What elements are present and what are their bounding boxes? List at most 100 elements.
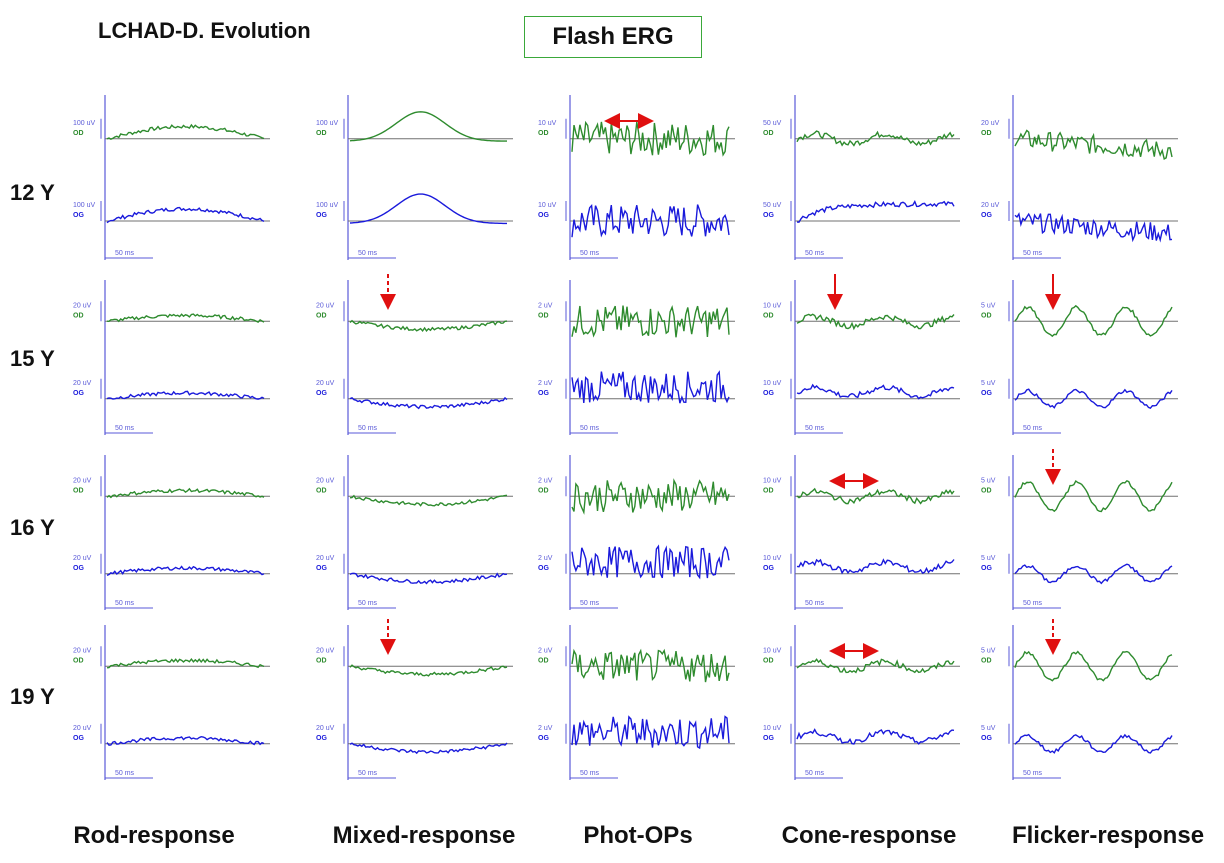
- scale-label-r2c0-og: 20 uV: [73, 555, 92, 562]
- row-label-16y: 16 Y: [10, 515, 55, 540]
- trace-r0c3-og: [796, 199, 955, 223]
- eye-label-r3c4-od: OD: [981, 657, 992, 664]
- scale-label-r3c4-og: 5 uV: [981, 725, 996, 732]
- scale-label-r3c2-og: 2 uV: [538, 725, 553, 732]
- figure-title: Flash ERG: [552, 23, 674, 50]
- trace-r1c4-od: [1014, 304, 1173, 338]
- eye-label-r3c0-od: OD: [73, 657, 84, 664]
- time-label-r1c2: 50 ms: [580, 425, 600, 432]
- trace-r3c1-og: [349, 742, 508, 755]
- time-label-r1c3: 50 ms: [805, 425, 825, 432]
- time-label-r3c4: 50 ms: [1023, 770, 1043, 777]
- trace-r3c3-od: [796, 658, 955, 674]
- trace-r2c3-og: [796, 558, 955, 575]
- scale-label-r1c4-og: 5 uV: [981, 380, 996, 387]
- trace-r0c1-og: [349, 193, 507, 225]
- trace-r1c0-og: [106, 390, 265, 400]
- time-label-r0c3: 50 ms: [805, 250, 825, 257]
- trace-r3c0-og: [106, 735, 265, 746]
- trace-r2c4-og: [1014, 563, 1173, 585]
- row-label-12y: 12 Y: [10, 180, 55, 205]
- scale-label-r3c2-od: 2 uV: [538, 647, 553, 654]
- eye-label-r0c2-od: OD: [538, 130, 549, 137]
- eye-label-r0c0-og: OG: [73, 212, 84, 219]
- time-label-r2c4: 50 ms: [1023, 600, 1043, 607]
- trace-r1c2-od: [571, 305, 730, 338]
- trace-r2c0-od: [106, 487, 265, 499]
- trace-r2c1-og: [349, 572, 508, 585]
- eye-label-r3c1-od: OD: [316, 657, 327, 664]
- trace-r3c2-og: [571, 715, 730, 750]
- scale-label-r2c1-od: 20 uV: [316, 477, 335, 484]
- time-label-r2c0: 50 ms: [115, 600, 135, 607]
- eye-label-r2c3-og: OG: [763, 565, 774, 572]
- time-label-r0c4: 50 ms: [1023, 250, 1043, 257]
- column-label-mixed: Mixed-response: [332, 822, 516, 849]
- figure-subtitle: LCHAD-D. Evolution: [98, 18, 311, 43]
- scale-label-r1c0-od: 20 uV: [73, 302, 92, 309]
- eye-label-r2c3-od: OD: [763, 487, 774, 494]
- trace-r0c2-od: [571, 120, 730, 157]
- eye-label-r1c2-od: OD: [538, 312, 549, 319]
- eye-label-r1c3-og: OG: [763, 390, 774, 397]
- trace-r1c1-od: [349, 319, 508, 333]
- trace-r0c4-od: [1014, 129, 1173, 160]
- scale-label-r1c3-og: 10 uV: [763, 380, 782, 387]
- time-label-r1c1: 50 ms: [358, 425, 378, 432]
- eye-label-r3c4-og: OG: [981, 735, 992, 742]
- eye-label-r3c1-og: OG: [316, 735, 327, 742]
- figure-title-box: Flash ERG: [524, 16, 702, 58]
- eye-label-r1c2-og: OG: [538, 390, 549, 397]
- eye-label-r0c2-og: OG: [538, 212, 549, 219]
- trace-r3c0-od: [106, 657, 265, 669]
- time-label-r0c1: 50 ms: [358, 250, 378, 257]
- scale-label-r3c3-og: 10 uV: [763, 725, 782, 732]
- eye-label-r2c4-og: OG: [981, 565, 992, 572]
- eye-label-r2c0-od: OD: [73, 487, 84, 494]
- column-label-flicker: Flicker-response: [1011, 822, 1205, 849]
- trace-r0c3-od: [796, 130, 955, 147]
- trace-r0c1-od: [349, 111, 507, 142]
- eye-label-r1c0-od: OD: [73, 312, 84, 319]
- scale-label-r0c4-od: 20 uV: [981, 120, 1000, 127]
- trace-r2c2-og: [571, 544, 730, 580]
- trace-r0c4-og: [1014, 212, 1173, 243]
- eye-label-r0c1-od: OD: [316, 130, 327, 137]
- eye-label-r1c1-og: OG: [316, 390, 327, 397]
- trace-r3c4-od: [1014, 650, 1173, 682]
- scale-label-r2c0-od: 20 uV: [73, 477, 92, 484]
- trace-r0c0-og: [106, 206, 265, 224]
- time-label-r1c4: 50 ms: [1023, 425, 1043, 432]
- trace-r3c4-og: [1014, 733, 1173, 754]
- scale-label-r0c2-og: 10 uV: [538, 202, 557, 209]
- trace-r1c3-od: [796, 313, 955, 331]
- trace-r2c3-od: [796, 487, 955, 505]
- trace-r3c2-od: [571, 648, 730, 683]
- scale-label-r0c1-og: 100 uV: [316, 202, 339, 209]
- trace-r0c0-od: [106, 123, 265, 140]
- eye-label-r0c3-od: OD: [763, 130, 774, 137]
- eye-label-r1c4-og: OG: [981, 390, 992, 397]
- row-label-15y: 15 Y: [10, 346, 55, 371]
- scale-label-r2c3-og: 10 uV: [763, 555, 782, 562]
- scale-label-r1c3-od: 10 uV: [763, 302, 782, 309]
- scale-label-r3c0-og: 20 uV: [73, 725, 92, 732]
- trace-r1c2-og: [571, 370, 730, 404]
- scale-label-r1c2-og: 2 uV: [538, 380, 553, 387]
- time-label-r2c3: 50 ms: [805, 600, 825, 607]
- scale-label-r3c1-og: 20 uV: [316, 725, 335, 732]
- eye-label-r1c1-od: OD: [316, 312, 327, 319]
- time-label-r1c0: 50 ms: [115, 425, 135, 432]
- scale-label-r0c3-od: 50 uV: [763, 120, 782, 127]
- eye-label-r0c1-og: OG: [316, 212, 327, 219]
- eye-label-r1c3-od: OD: [763, 312, 774, 319]
- trace-r2c2-od: [571, 478, 730, 515]
- row-label-19y: 19 Y: [10, 684, 55, 709]
- scale-label-r0c2-od: 10 uV: [538, 120, 557, 127]
- trace-r2c4-od: [1014, 479, 1173, 513]
- time-label-r3c3: 50 ms: [805, 770, 825, 777]
- eye-label-r2c2-od: OD: [538, 487, 549, 494]
- time-label-r2c1: 50 ms: [358, 600, 378, 607]
- eye-label-r0c4-og: OG: [981, 212, 992, 219]
